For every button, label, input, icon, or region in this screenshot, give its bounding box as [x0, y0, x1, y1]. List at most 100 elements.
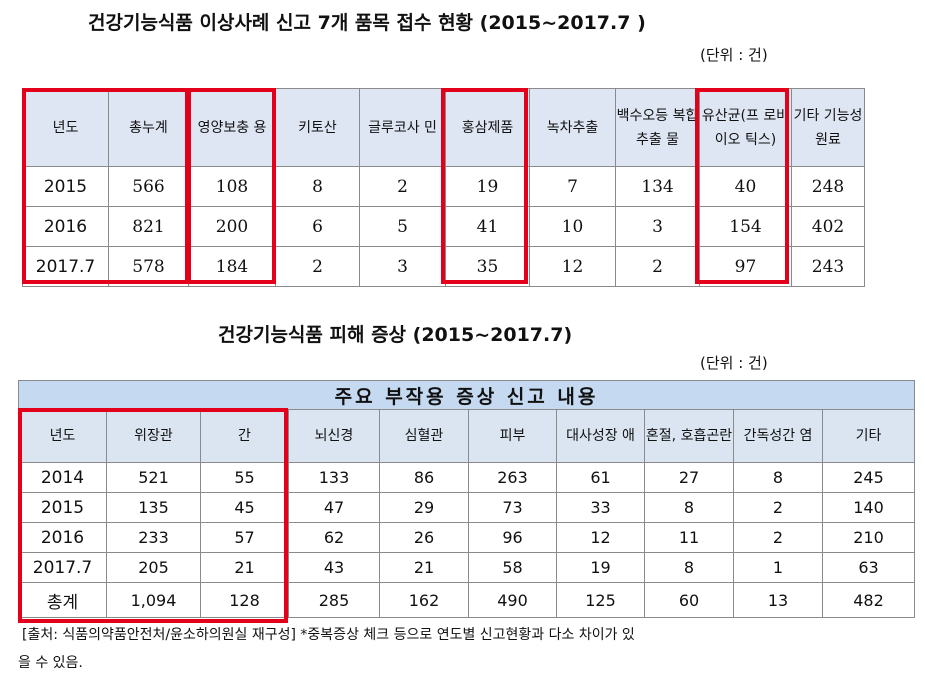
table2-header-other: 기타	[822, 409, 915, 463]
table-cell: 205	[106, 552, 201, 583]
table-cell: 47	[288, 492, 380, 523]
table-row: 2015 135 45 47 29 73 33 8 2 140	[18, 492, 915, 523]
table2-header-cardio: 심혈관	[379, 409, 469, 463]
table-cell: 86	[379, 462, 469, 493]
table2-banner-row: 주요 부작용 증상 신고 내용	[18, 380, 915, 410]
table-cell: 8	[275, 166, 360, 207]
table-cell: 96	[468, 522, 557, 553]
table-cell: 245	[822, 462, 915, 493]
table-cell: 21	[379, 552, 469, 583]
table-cell: 248	[791, 166, 865, 207]
table-cell: 29	[379, 492, 469, 523]
table-cell: 233	[106, 522, 201, 553]
table2-header-fainting: 혼절, 호흡곤란	[644, 409, 734, 463]
table-cell: 125	[556, 582, 645, 618]
table-cell: 566	[108, 166, 189, 207]
table-cell: 12	[529, 246, 616, 287]
table1-header-green-tea: 녹차추출	[529, 88, 616, 167]
table-cell: 45	[200, 492, 289, 523]
table-cell: 12	[556, 522, 645, 553]
table-cell: 490	[468, 582, 557, 618]
table-cell: 35	[445, 246, 530, 287]
table-cell: 61	[556, 462, 645, 493]
table-cell: 57	[200, 522, 289, 553]
table-cell: 2	[275, 246, 360, 287]
table-cell: 521	[106, 462, 201, 493]
table-cell: 73	[468, 492, 557, 523]
table-cell: 402	[791, 206, 865, 247]
table-row: 2016 233 57 62 26 96 12 11 2 210	[18, 522, 915, 553]
table-cell: 63	[822, 552, 915, 583]
table-cell: 263	[468, 462, 557, 493]
table-cell: 40	[699, 166, 792, 207]
table2-header-year: 년도	[18, 409, 107, 463]
table-cell: 135	[106, 492, 201, 523]
table-cell: 154	[699, 206, 792, 247]
footnote-line-2: 을 수 있음.	[18, 655, 83, 671]
table-cell: 3	[615, 206, 700, 247]
table-cell: 2016	[22, 206, 109, 247]
table-cell: 821	[108, 206, 189, 247]
table-cell: 6	[275, 206, 360, 247]
table-cell: 2	[733, 522, 823, 553]
table-cell: 27	[644, 462, 734, 493]
table-cell: 11	[644, 522, 734, 553]
table-cell: 33	[556, 492, 645, 523]
table2-header-liver: 간	[200, 409, 289, 463]
table-cell: 19	[445, 166, 530, 207]
table2-header-skin: 피부	[468, 409, 557, 463]
table1-header-total: 총누계	[108, 88, 189, 167]
table1-header-red-ginseng: 홍삼제품	[445, 88, 530, 167]
table-cell: 2	[615, 246, 700, 287]
table-row-total: 총계 1,094 128 285 162 490 125 60 13 482	[18, 582, 915, 618]
table-cell: 19	[556, 552, 645, 583]
table-cell: 총계	[18, 582, 107, 618]
table-cell: 5	[359, 206, 446, 247]
table-cell: 2017.7	[18, 552, 107, 583]
table1-header-chitosan: 키토산	[275, 88, 360, 167]
table-cell: 2016	[18, 522, 107, 553]
table1-header-baeksuo: 백수오등 복합추출 물	[615, 88, 700, 167]
table1-header-glucosamine: 글루코사 민	[359, 88, 446, 167]
table2-banner: 주요 부작용 증상 신고 내용	[18, 380, 915, 410]
table1-header-probiotics: 유산균(프 로바이오 틱스)	[699, 88, 792, 167]
table1-header-row: 년도 총누계 영양보충 용 키토산 글루코사 민 홍삼제품 녹차추출 백수오등 …	[22, 88, 865, 167]
table-cell: 60	[644, 582, 734, 618]
table1-header-nutrition: 영양보충 용	[188, 88, 276, 167]
table-row: 2014 521 55 133 86 263 61 27 8 245	[18, 462, 915, 493]
table-cell: 43	[288, 552, 380, 583]
table-cell: 128	[200, 582, 289, 618]
table-row: 2016 821 200 6 5 41 10 3 154 402	[22, 206, 865, 247]
table2-header-neuro: 뇌신경	[288, 409, 380, 463]
table-cell: 210	[822, 522, 915, 553]
table-cell: 55	[200, 462, 289, 493]
table-cell: 10	[529, 206, 616, 247]
table2-header-metabolic: 대사성장 애	[556, 409, 645, 463]
table-cell: 7	[529, 166, 616, 207]
table-cell: 140	[822, 492, 915, 523]
table1-header-year: 년도	[22, 88, 109, 167]
table-cell: 8	[644, 492, 734, 523]
table2-header-row: 년도 위장관 간 뇌신경 심혈관 피부 대사성장 애 혼절, 호흡곤란 간독성간…	[18, 409, 915, 463]
table-cell: 243	[791, 246, 865, 287]
damage-symptoms-table: 주요 부작용 증상 신고 내용 년도 위장관 간 뇌신경 심혈관 피부 대사성장…	[18, 380, 915, 618]
table-row: 2015 566 108 8 2 19 7 134 40 248	[22, 166, 865, 207]
table1-title: 건강기능식품 이상사례 신고 7개 품목 접수 현황 (2015~2017.7 …	[88, 12, 646, 34]
table-cell: 97	[699, 246, 792, 287]
table-cell: 2014	[18, 462, 107, 493]
table-cell: 162	[379, 582, 469, 618]
table-cell: 1,094	[106, 582, 201, 618]
table-cell: 184	[188, 246, 276, 287]
table2-header-gastro: 위장관	[106, 409, 201, 463]
table-row: 2017.7 578 184 2 3 35 12 2 97 243	[22, 246, 865, 287]
table-cell: 2015	[22, 166, 109, 207]
table-cell: 2015	[18, 492, 107, 523]
table-cell: 13	[733, 582, 823, 618]
table-cell: 285	[288, 582, 380, 618]
table-cell: 2017.7	[22, 246, 109, 287]
table-cell: 3	[359, 246, 446, 287]
table-cell: 8	[733, 462, 823, 493]
table-cell: 2	[733, 492, 823, 523]
table-row: 2017.7 205 21 43 21 58 19 8 1 63	[18, 552, 915, 583]
table-cell: 1	[733, 552, 823, 583]
